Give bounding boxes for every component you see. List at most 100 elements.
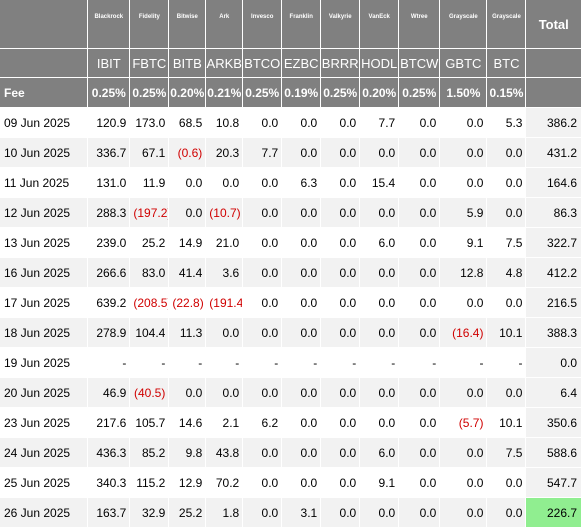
flow-cell: 0.0 [321, 378, 361, 408]
flow-cell: - [88, 348, 131, 378]
flow-cell: 0.0 [282, 108, 322, 138]
flow-cell: 6.3 [282, 168, 322, 198]
flow-cell: 0.0 [282, 138, 322, 168]
ticker-total-cell [526, 49, 582, 78]
flow-cell: 0.0 [321, 498, 361, 528]
flow-cell: 25.2 [130, 228, 170, 258]
flow-cell: 0.0 [243, 468, 283, 498]
flow-cell: 9.8 [169, 438, 207, 468]
flow-cell: 0.0 [243, 198, 283, 228]
flow-cell: 0.0 [399, 198, 441, 228]
flow-cell: 131.0 [88, 168, 131, 198]
flow-cell: - [360, 348, 400, 378]
table-row: 17 Jun 2025639.2(208.5)(22.8)(191.4)0.00… [0, 288, 582, 318]
flow-cell: 0.0 [321, 318, 361, 348]
flow-cell: 0.0 [321, 408, 361, 438]
flow-cell: 0.0 [243, 438, 283, 468]
flow-cell: 10.8 [206, 108, 244, 138]
flow-cell: 70.2 [206, 468, 244, 498]
fee-value: 0.25% [321, 78, 361, 108]
flow-cell: 9.1 [360, 468, 400, 498]
ticker-label: GBTC [440, 49, 488, 78]
flow-cell: 0.0 [487, 198, 527, 228]
row-total: 588.6 [526, 438, 582, 468]
flow-cell: 104.4 [130, 318, 170, 348]
row-date: 09 Jun 2025 [0, 108, 89, 138]
flow-cell: 0.0 [169, 378, 207, 408]
flow-cell: 12.9 [169, 468, 207, 498]
flow-cell: 0.0 [399, 258, 441, 288]
flow-cell: 0.0 [399, 408, 441, 438]
ticker-label: BTCO [243, 49, 283, 78]
flow-rows: 09 Jun 2025 120.9 173.0 68.5 10.8 0.0 0.0 0.0 7.… [0, 108, 582, 528]
flow-cell: 0.0 [321, 168, 361, 198]
flow-cell: 0.0 [321, 108, 361, 138]
flow-cell: 7.5 [487, 228, 527, 258]
flow-cell: 163.7 [88, 498, 131, 528]
row-total: 412.2 [526, 258, 582, 288]
issuer-label: Invesco [243, 0, 283, 49]
flow-cell: 0.0 [360, 408, 400, 438]
flow-cell: 105.7 [130, 408, 170, 438]
table-row: 13 Jun 2025 239.0 25.2 14.9 21.0 0.0 0.0 0.0 6.0… [0, 228, 582, 258]
flow-cell: 0.0 [282, 228, 322, 258]
ticker-label: BTCW [399, 49, 441, 78]
row-date: 25 Jun 2025 [0, 468, 89, 498]
flow-cell: 85.2 [130, 438, 170, 468]
fee-row: Fee 0.25% 0.25% 0.20% 0.21% 0.25% 0.19% … [0, 78, 582, 108]
fee-value: 0.25% [243, 78, 283, 108]
ticker-label: EZBC [282, 49, 322, 78]
table-row: 20 Jun 2025 46.9 (40.5) 0.0 0.0 0.0 0.0 0.0 0.0 0… [0, 378, 582, 408]
flow-cell: 4.8 [487, 258, 527, 288]
issuer-label: Fidelity [130, 0, 170, 49]
fee-value: 0.20% [360, 78, 400, 108]
table-row: 26 Jun 2025 163.7 32.9 25.2 1.8 0.0 3.1 0.0 0.0 0… [0, 498, 582, 528]
flow-cell: - [243, 348, 283, 378]
corner-cell [0, 0, 89, 49]
flow-cell: 0.0 [399, 498, 441, 528]
row-total: 386.2 [526, 108, 582, 138]
flow-cell: 0.0 [282, 198, 322, 228]
row-total: 164.6 [526, 168, 582, 198]
flow-cell: 0.0 [243, 258, 283, 288]
flow-cell: 0.0 [440, 138, 488, 168]
ticker-label: BITB [169, 49, 207, 78]
issuer-label: Grayscale [487, 0, 527, 49]
flow-cell: 0.0 [206, 318, 244, 348]
flow-cell: 0.0 [360, 378, 400, 408]
flow-cell: 11.9 [130, 168, 170, 198]
flow-cell: 2.1 [206, 408, 244, 438]
flow-cell: 68.5 [169, 108, 207, 138]
flow-cell: 266.6 [88, 258, 131, 288]
row-total: 547.7 [526, 468, 582, 498]
flow-cell: 0.0 [360, 198, 400, 228]
flow-cell: 239.0 [88, 228, 131, 258]
row-date: 18 Jun 2025 [0, 318, 89, 348]
flow-cell: 0.0 [282, 318, 322, 348]
row-date: 10 Jun 2025 [0, 138, 89, 168]
row-date: 16 Jun 2025 [0, 258, 89, 288]
flow-cell: 0.0 [399, 438, 441, 468]
flow-cell: 0.0 [487, 468, 527, 498]
flow-cell: 0.0 [440, 378, 488, 408]
flow-cell: 0.0 [243, 168, 283, 198]
flow-cell: (10.7) [206, 198, 244, 228]
flow-cell: 0.0 [321, 468, 361, 498]
ticker-corner-cell [0, 49, 89, 78]
table-row: 16 Jun 2025 266.6 83.0 41.4 3.6 0.0 0.0 0.0 0.0 0… [0, 258, 582, 288]
row-date: 17 Jun 2025 [0, 288, 89, 318]
row-total: 86.3 [526, 198, 582, 228]
issuer-label: Blackrock [88, 0, 131, 49]
flow-cell: 0.0 [243, 498, 283, 528]
flow-cell: 15.4 [360, 168, 400, 198]
flow-cell: 21.0 [206, 228, 244, 258]
flow-cell: 41.4 [169, 258, 207, 288]
flow-cell: - [487, 348, 527, 378]
flow-cell: 0.0 [321, 258, 361, 288]
flow-cell: 32.9 [130, 498, 170, 528]
flow-cell: 10.1 [487, 318, 527, 348]
table-row: 19 Jun 2025- - - - - - - - - - -0.0 [0, 348, 582, 378]
fee-value: 0.25% [88, 78, 131, 108]
fee-total-cell [526, 78, 582, 108]
